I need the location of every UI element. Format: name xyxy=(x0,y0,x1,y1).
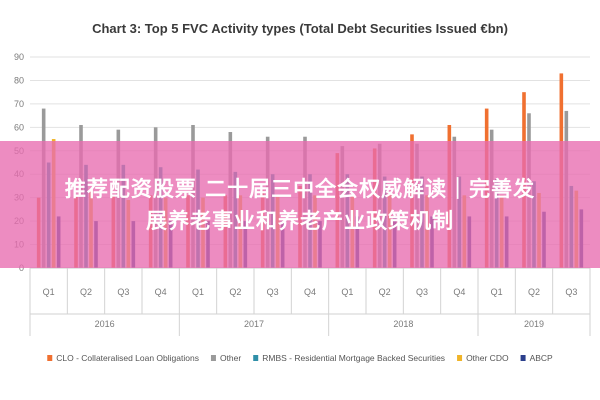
y-tick-label: 70 xyxy=(14,99,24,109)
x-tick-label: Q3 xyxy=(565,287,577,297)
x-tick-label: Q2 xyxy=(528,287,540,297)
x-tick-label: Q1 xyxy=(192,287,204,297)
legend-swatch xyxy=(457,355,463,361)
x-tick-label: Q1 xyxy=(341,287,353,297)
group-label: 2017 xyxy=(244,319,264,329)
legend: CLO - Collateralised Loan Obligations Oth… xyxy=(47,353,553,363)
banner-line-2: 展养老事业和养老产业政策机制 xyxy=(146,208,454,233)
legend-swatch xyxy=(210,355,216,361)
legend-label: RMBS - Residential Mortgage Backed Secur… xyxy=(262,353,445,363)
group-label: 2018 xyxy=(393,319,413,329)
x-axis: Q1 Q2 Q3 Q4 Q1 Q2 Q3 Q4 Q1 Q2 Q3 Q4 Q1 Q2 Q3 2016 2017 20… xyxy=(29,267,591,336)
x-tick-label: Q4 xyxy=(155,287,167,297)
y-tick-label: 0 xyxy=(19,263,24,273)
y-tick-label: 90 xyxy=(14,52,24,62)
legend-swatch xyxy=(253,355,259,361)
group-label: 2016 xyxy=(95,319,115,329)
x-tick-label: Q3 xyxy=(267,287,279,297)
x-tick-label: Q1 xyxy=(491,287,503,297)
legend-label: CLO - Collateralised Loan Obligations xyxy=(56,353,199,363)
x-tick-label: Q2 xyxy=(379,287,391,297)
legend-label: Other xyxy=(220,353,241,363)
group-label: 2019 xyxy=(524,319,544,329)
legend-label: Other CDO xyxy=(466,353,509,363)
legend-swatch xyxy=(520,355,526,361)
x-tick-label: Q2 xyxy=(229,287,241,297)
x-tick-label: Q3 xyxy=(416,287,428,297)
legend-swatch xyxy=(47,355,53,361)
y-tick-label: 60 xyxy=(14,122,24,132)
x-tick-label: Q4 xyxy=(453,287,465,297)
banner-line-1: 推荐配资股票 二十届三中全会权威解读｜完善发 xyxy=(64,176,536,201)
y-tick-label: 80 xyxy=(14,75,24,85)
legend-label: ABCP xyxy=(530,353,553,363)
legend-items: CLO - Collateralised Loan Obligations Oth… xyxy=(47,353,553,363)
x-tick-label: Q3 xyxy=(117,287,129,297)
chart-title: Chart 3: Top 5 FVC Activity types (Total… xyxy=(92,21,508,36)
x-tick-label: Q2 xyxy=(80,287,92,297)
overlay-banner[interactable]: 推荐配资股票 二十届三中全会权威解读｜完善发 展养老事业和养老产业政策机制 xyxy=(0,141,600,268)
x-tick-label: Q1 xyxy=(43,287,55,297)
x-tick-label: Q4 xyxy=(304,287,316,297)
